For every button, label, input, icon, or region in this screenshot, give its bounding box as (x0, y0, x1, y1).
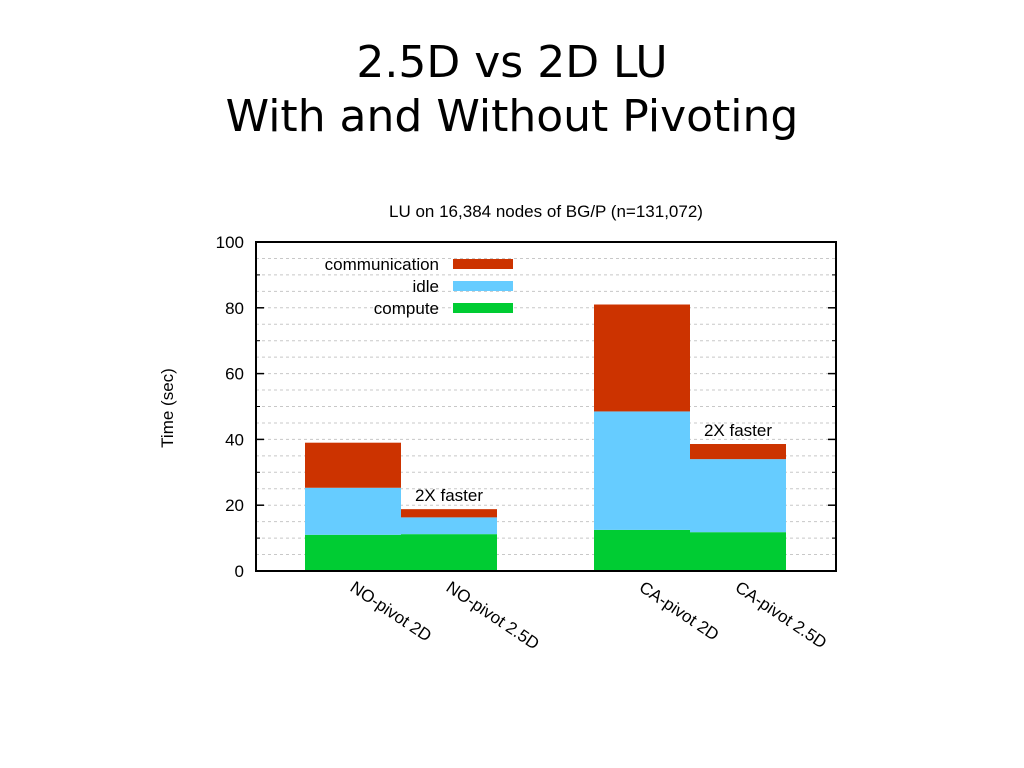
bar-idle-3 (594, 411, 690, 530)
legend-label-communication: communication (325, 255, 439, 274)
legend-swatch-communication (453, 259, 513, 269)
bar-communication-4 (690, 444, 786, 460)
x-tick-label: NO-pivot 2.5D (443, 578, 543, 654)
y-tick-label: 100 (216, 233, 244, 252)
bar-communication-3 (594, 304, 690, 412)
legend-label-compute: compute (374, 299, 439, 318)
bar-communication-1 (305, 442, 401, 488)
legend-swatch-idle (453, 281, 513, 291)
bar-communication-2 (401, 509, 497, 518)
y-tick-label: 60 (225, 365, 244, 384)
bar-idle-4 (690, 459, 786, 533)
y-tick-label: 40 (225, 430, 244, 449)
y-tick-label: 0 (235, 562, 244, 581)
legend-swatch-compute (453, 303, 513, 313)
slide-title-line-1: 2.5D vs 2D LU (356, 37, 668, 88)
annotations: 2X faster 2X faster (415, 421, 772, 505)
x-tick-labels: NO-pivot 2D NO-pivot 2.5D CA-pivot 2D CA-pi… (347, 578, 830, 654)
bar-idle-1 (305, 487, 401, 535)
bar-compute-2 (401, 534, 497, 571)
y-tick-label: 80 (225, 299, 244, 318)
annotation-label: 2X faster (415, 486, 483, 505)
y-axis-label: Time (sec) (158, 368, 177, 448)
x-tick-label: CA-pivot 2.5D (732, 578, 830, 653)
chart-title: LU on 16,384 nodes of BG/P (n=131,072) (389, 202, 703, 221)
bar-compute-1 (305, 534, 401, 571)
legend: communication idle compute (325, 255, 513, 318)
legend-label-idle: idle (413, 277, 439, 296)
bar-compute-3 (594, 529, 690, 571)
slide-title: 2.5D vs 2D LU With and Without Pivoting (0, 36, 1024, 144)
annotation-label: 2X faster (704, 421, 772, 440)
x-tick-label: CA-pivot 2D (636, 578, 723, 645)
axis-ticks: 0 20 40 60 80 100 (216, 233, 836, 581)
x-tick-label: NO-pivot 2D (347, 578, 435, 646)
y-tick-label: 20 (225, 496, 244, 515)
slide-title-line-2: With and Without Pivoting (225, 91, 799, 142)
bars (305, 304, 786, 571)
bar-compute-4 (690, 532, 786, 571)
bar-idle-2 (401, 517, 497, 535)
